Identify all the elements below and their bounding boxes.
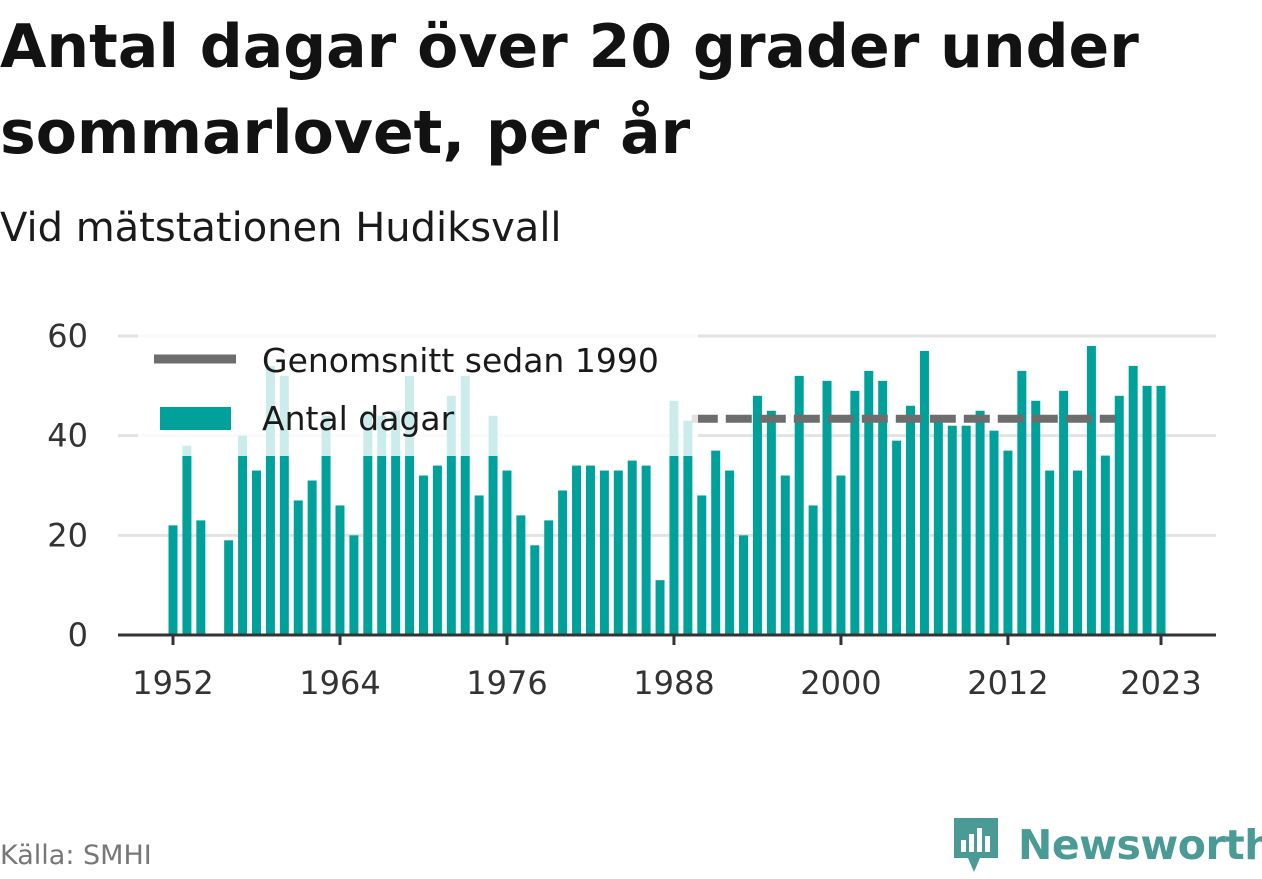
x-tick-label: 1976	[466, 664, 547, 702]
bar	[627, 460, 637, 635]
bar	[488, 415, 498, 635]
bar	[265, 365, 275, 635]
bar	[502, 470, 512, 635]
bar	[989, 430, 999, 635]
x-tick-label: 1952	[132, 664, 213, 702]
bar	[906, 405, 916, 635]
bar	[432, 465, 442, 635]
bar	[516, 515, 526, 635]
y-tick-label: 20	[47, 516, 88, 554]
brand-logo: Newsworthy	[950, 814, 1262, 876]
brand-name: Newsworthy	[1018, 821, 1262, 869]
bar	[697, 495, 707, 635]
bar	[892, 440, 902, 635]
bar	[460, 375, 470, 635]
x-tick-label: 2012	[967, 664, 1048, 702]
bar	[530, 545, 540, 635]
bar	[585, 465, 595, 635]
bar	[683, 420, 693, 635]
bar	[1045, 470, 1055, 635]
bar	[725, 470, 735, 635]
bar	[975, 410, 985, 635]
bar	[1114, 395, 1124, 635]
bar-chart: Genomsnitt sedan 1990 Antal dagar 0 20 40 6…	[47, 317, 1216, 702]
bar	[933, 415, 943, 635]
bar	[377, 415, 387, 635]
bar	[766, 410, 776, 635]
bar	[808, 505, 818, 635]
bar	[293, 500, 303, 635]
y-tick-label: 60	[47, 317, 88, 355]
bar	[1142, 385, 1152, 635]
bar	[822, 380, 832, 635]
bar	[836, 475, 846, 635]
bar	[711, 450, 721, 635]
legend-bars-label: Antal dagar	[262, 399, 455, 438]
x-tick-label: 1964	[299, 664, 380, 702]
bar	[182, 445, 192, 635]
bar	[947, 425, 957, 635]
bar	[1003, 450, 1013, 635]
bar	[669, 400, 679, 635]
bar	[864, 370, 874, 635]
bar	[1059, 390, 1069, 635]
bar	[919, 350, 929, 635]
newsworthy-logo-icon	[954, 818, 998, 872]
bar	[961, 425, 971, 635]
bar	[1086, 345, 1096, 635]
x-tick-label: 1988	[633, 664, 714, 702]
chart-title: Antal dagar över 20 grader under sommarl…	[0, 12, 1139, 168]
bar	[1100, 455, 1110, 635]
bar	[238, 435, 248, 635]
legend-background	[138, 331, 698, 456]
bar	[335, 505, 345, 635]
bar	[405, 375, 415, 635]
bar	[349, 535, 359, 635]
legend-average-label: Genomsnitt sedan 1990	[262, 341, 659, 380]
legend: Genomsnitt sedan 1990 Antal dagar	[138, 331, 698, 456]
bar	[321, 415, 331, 635]
source-note: Källa: SMHI	[0, 840, 152, 871]
bar	[474, 495, 484, 635]
bar	[655, 580, 665, 635]
x-tick-label: 2000	[800, 664, 881, 702]
bar	[794, 375, 804, 635]
bar	[558, 490, 568, 635]
bar	[279, 375, 289, 635]
bar	[251, 470, 261, 635]
bars-group	[168, 345, 1166, 635]
y-tick-label: 40	[47, 417, 88, 455]
y-tick-label: 0	[68, 616, 88, 654]
bar	[446, 395, 456, 635]
bar	[752, 395, 762, 635]
bar	[363, 410, 373, 635]
bar	[1073, 470, 1083, 635]
bar	[307, 480, 317, 635]
bar	[1031, 400, 1041, 635]
bar	[544, 520, 554, 635]
bar	[572, 465, 582, 635]
bar	[1156, 385, 1166, 635]
bar	[1017, 370, 1027, 635]
x-tick-label: 2023	[1120, 664, 1201, 702]
bar	[641, 465, 651, 635]
bar	[739, 535, 749, 635]
bar	[418, 475, 428, 635]
axes: 0 20 40 60 1952 1964 1976 1988 2000 2012 2023	[47, 317, 1216, 702]
bar	[599, 470, 609, 635]
bar	[224, 540, 234, 635]
bar	[1128, 365, 1138, 635]
bar	[168, 525, 178, 635]
bar	[780, 475, 790, 635]
bar	[878, 380, 888, 635]
chart-subtitle: Vid mätstationen Hudiksvall	[0, 205, 562, 251]
legend-bars-swatch	[160, 407, 231, 430]
bar	[850, 390, 860, 635]
bar	[613, 470, 623, 635]
bar	[391, 410, 401, 635]
bar	[196, 520, 206, 635]
